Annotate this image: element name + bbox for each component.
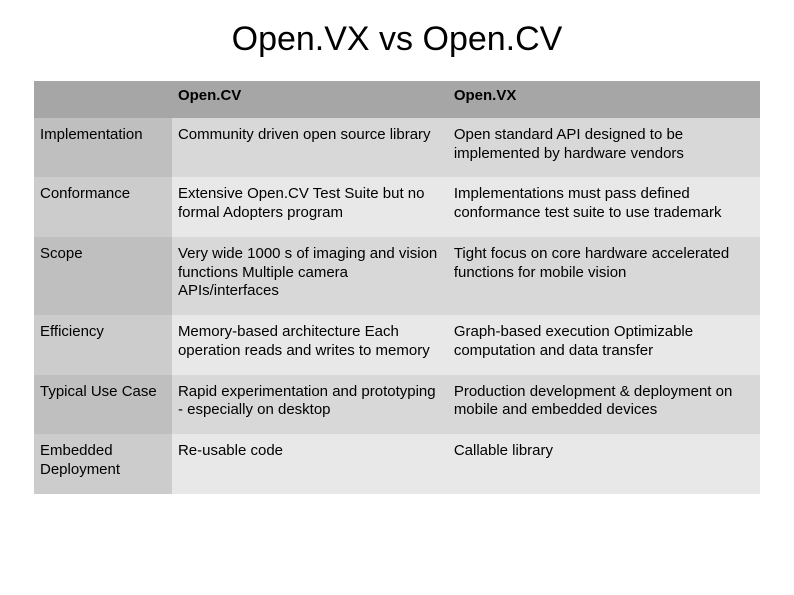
cell-openvx: Graph-based execution Optimizable comput…	[448, 315, 760, 375]
row-label-implementation: Implementation	[34, 118, 172, 178]
table-header-row: Open.CV Open.VX	[34, 81, 760, 118]
cell-openvx: Tight focus on core hardware accelerated…	[448, 237, 760, 315]
cell-opencv: Very wide 1000 s of imaging and vision f…	[172, 237, 448, 315]
cell-opencv: Re-usable code	[172, 434, 448, 494]
row-label-conformance: Conformance	[34, 177, 172, 237]
cell-opencv: Extensive Open.CV Test Suite but no form…	[172, 177, 448, 237]
header-opencv: Open.CV	[172, 81, 448, 118]
cell-opencv: Rapid experimentation and prototyping - …	[172, 375, 448, 435]
row-label-embedded: Embedded Deployment	[34, 434, 172, 494]
comparison-table: Open.CV Open.VX Implementation Community…	[34, 81, 760, 494]
row-label-scope: Scope	[34, 237, 172, 315]
table-row: Conformance Extensive Open.CV Test Suite…	[34, 177, 760, 237]
page-title: Open.VX vs Open.CV	[34, 20, 760, 59]
cell-openvx: Production development & deployment on m…	[448, 375, 760, 435]
cell-openvx: Implementations must pass defined confor…	[448, 177, 760, 237]
table-row: Scope Very wide 1000 s of imaging and vi…	[34, 237, 760, 315]
header-blank	[34, 81, 172, 118]
table-row: Typical Use Case Rapid experimentation a…	[34, 375, 760, 435]
table-row: Embedded Deployment Re-usable code Calla…	[34, 434, 760, 494]
table-row: Implementation Community driven open sou…	[34, 118, 760, 178]
row-label-use-case: Typical Use Case	[34, 375, 172, 435]
table-row: Efficiency Memory-based architecture Eac…	[34, 315, 760, 375]
cell-openvx: Callable library	[448, 434, 760, 494]
cell-opencv: Community driven open source library	[172, 118, 448, 178]
header-openvx: Open.VX	[448, 81, 760, 118]
cell-openvx: Open standard API designed to be impleme…	[448, 118, 760, 178]
cell-opencv: Memory-based architecture Each operation…	[172, 315, 448, 375]
row-label-efficiency: Efficiency	[34, 315, 172, 375]
